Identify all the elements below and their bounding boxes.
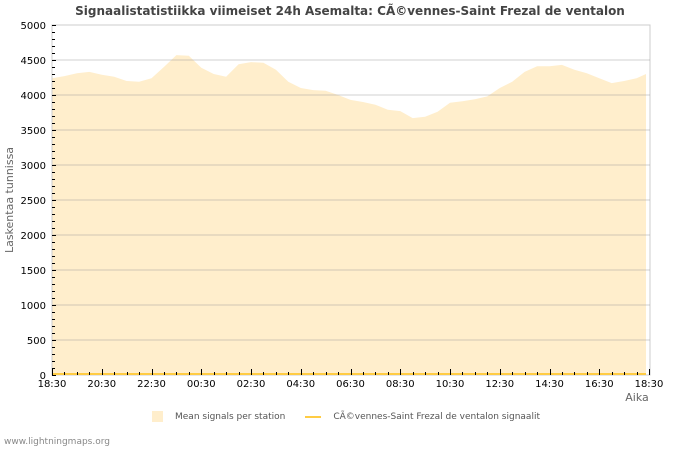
- x-tick-label: 18:30: [38, 379, 67, 390]
- x-tick-label: 14:30: [535, 379, 564, 390]
- footer-credit: www.lightningmaps.org: [4, 437, 110, 447]
- y-tick-label: 0: [40, 371, 46, 382]
- mean-signals-area: [52, 55, 646, 375]
- x-tick-label: 20:30: [87, 379, 116, 390]
- y-tick-label: 3000: [21, 161, 46, 172]
- y-tick-label: 2500: [21, 196, 46, 207]
- legend-label-station: CÃ©vennes-Saint Frezal de ventalon signa…: [333, 411, 540, 422]
- x-tick-label: 02:30: [237, 379, 266, 390]
- chart-title: Signaalistatistiikka viimeiset 24h Asema…: [75, 4, 625, 18]
- x-tick-label: 12:30: [485, 379, 514, 390]
- x-tick-label: 04:30: [286, 379, 315, 390]
- legend: Mean signals per station CÃ©vennes-Saint…: [152, 411, 540, 422]
- x-tick-label: 00:30: [187, 379, 216, 390]
- x-axis-title: Aika: [625, 391, 649, 404]
- x-tick-label: 06:30: [336, 379, 365, 390]
- y-axis-title: Laskentaa tunnissa: [3, 147, 16, 253]
- y-tick-label: 1500: [21, 266, 46, 277]
- x-tick-label: 16:30: [585, 379, 614, 390]
- x-tick-label: 22:30: [137, 379, 166, 390]
- chart-plot: 0 500 1000 1500 2000 2500 3000 3500 4000 4500 5000…: [3, 21, 664, 404]
- y-tick-label: 500: [27, 336, 46, 347]
- y-tick-label: 4500: [21, 56, 46, 67]
- y-tick-label: 3500: [21, 126, 46, 137]
- y-tick-label: 5000: [21, 21, 46, 32]
- y-tick-label: 1000: [21, 301, 46, 312]
- legend-line-station: [305, 415, 322, 418]
- y-tick-label: 2000: [21, 231, 46, 242]
- legend-label-mean: Mean signals per station: [175, 411, 286, 422]
- x-tick-label: 18:30: [635, 379, 664, 390]
- x-tick-label: 08:30: [386, 379, 415, 390]
- y-tick-label: 4000: [21, 91, 46, 102]
- legend-swatch-mean: [152, 411, 163, 422]
- x-tick-label: 10:30: [436, 379, 465, 390]
